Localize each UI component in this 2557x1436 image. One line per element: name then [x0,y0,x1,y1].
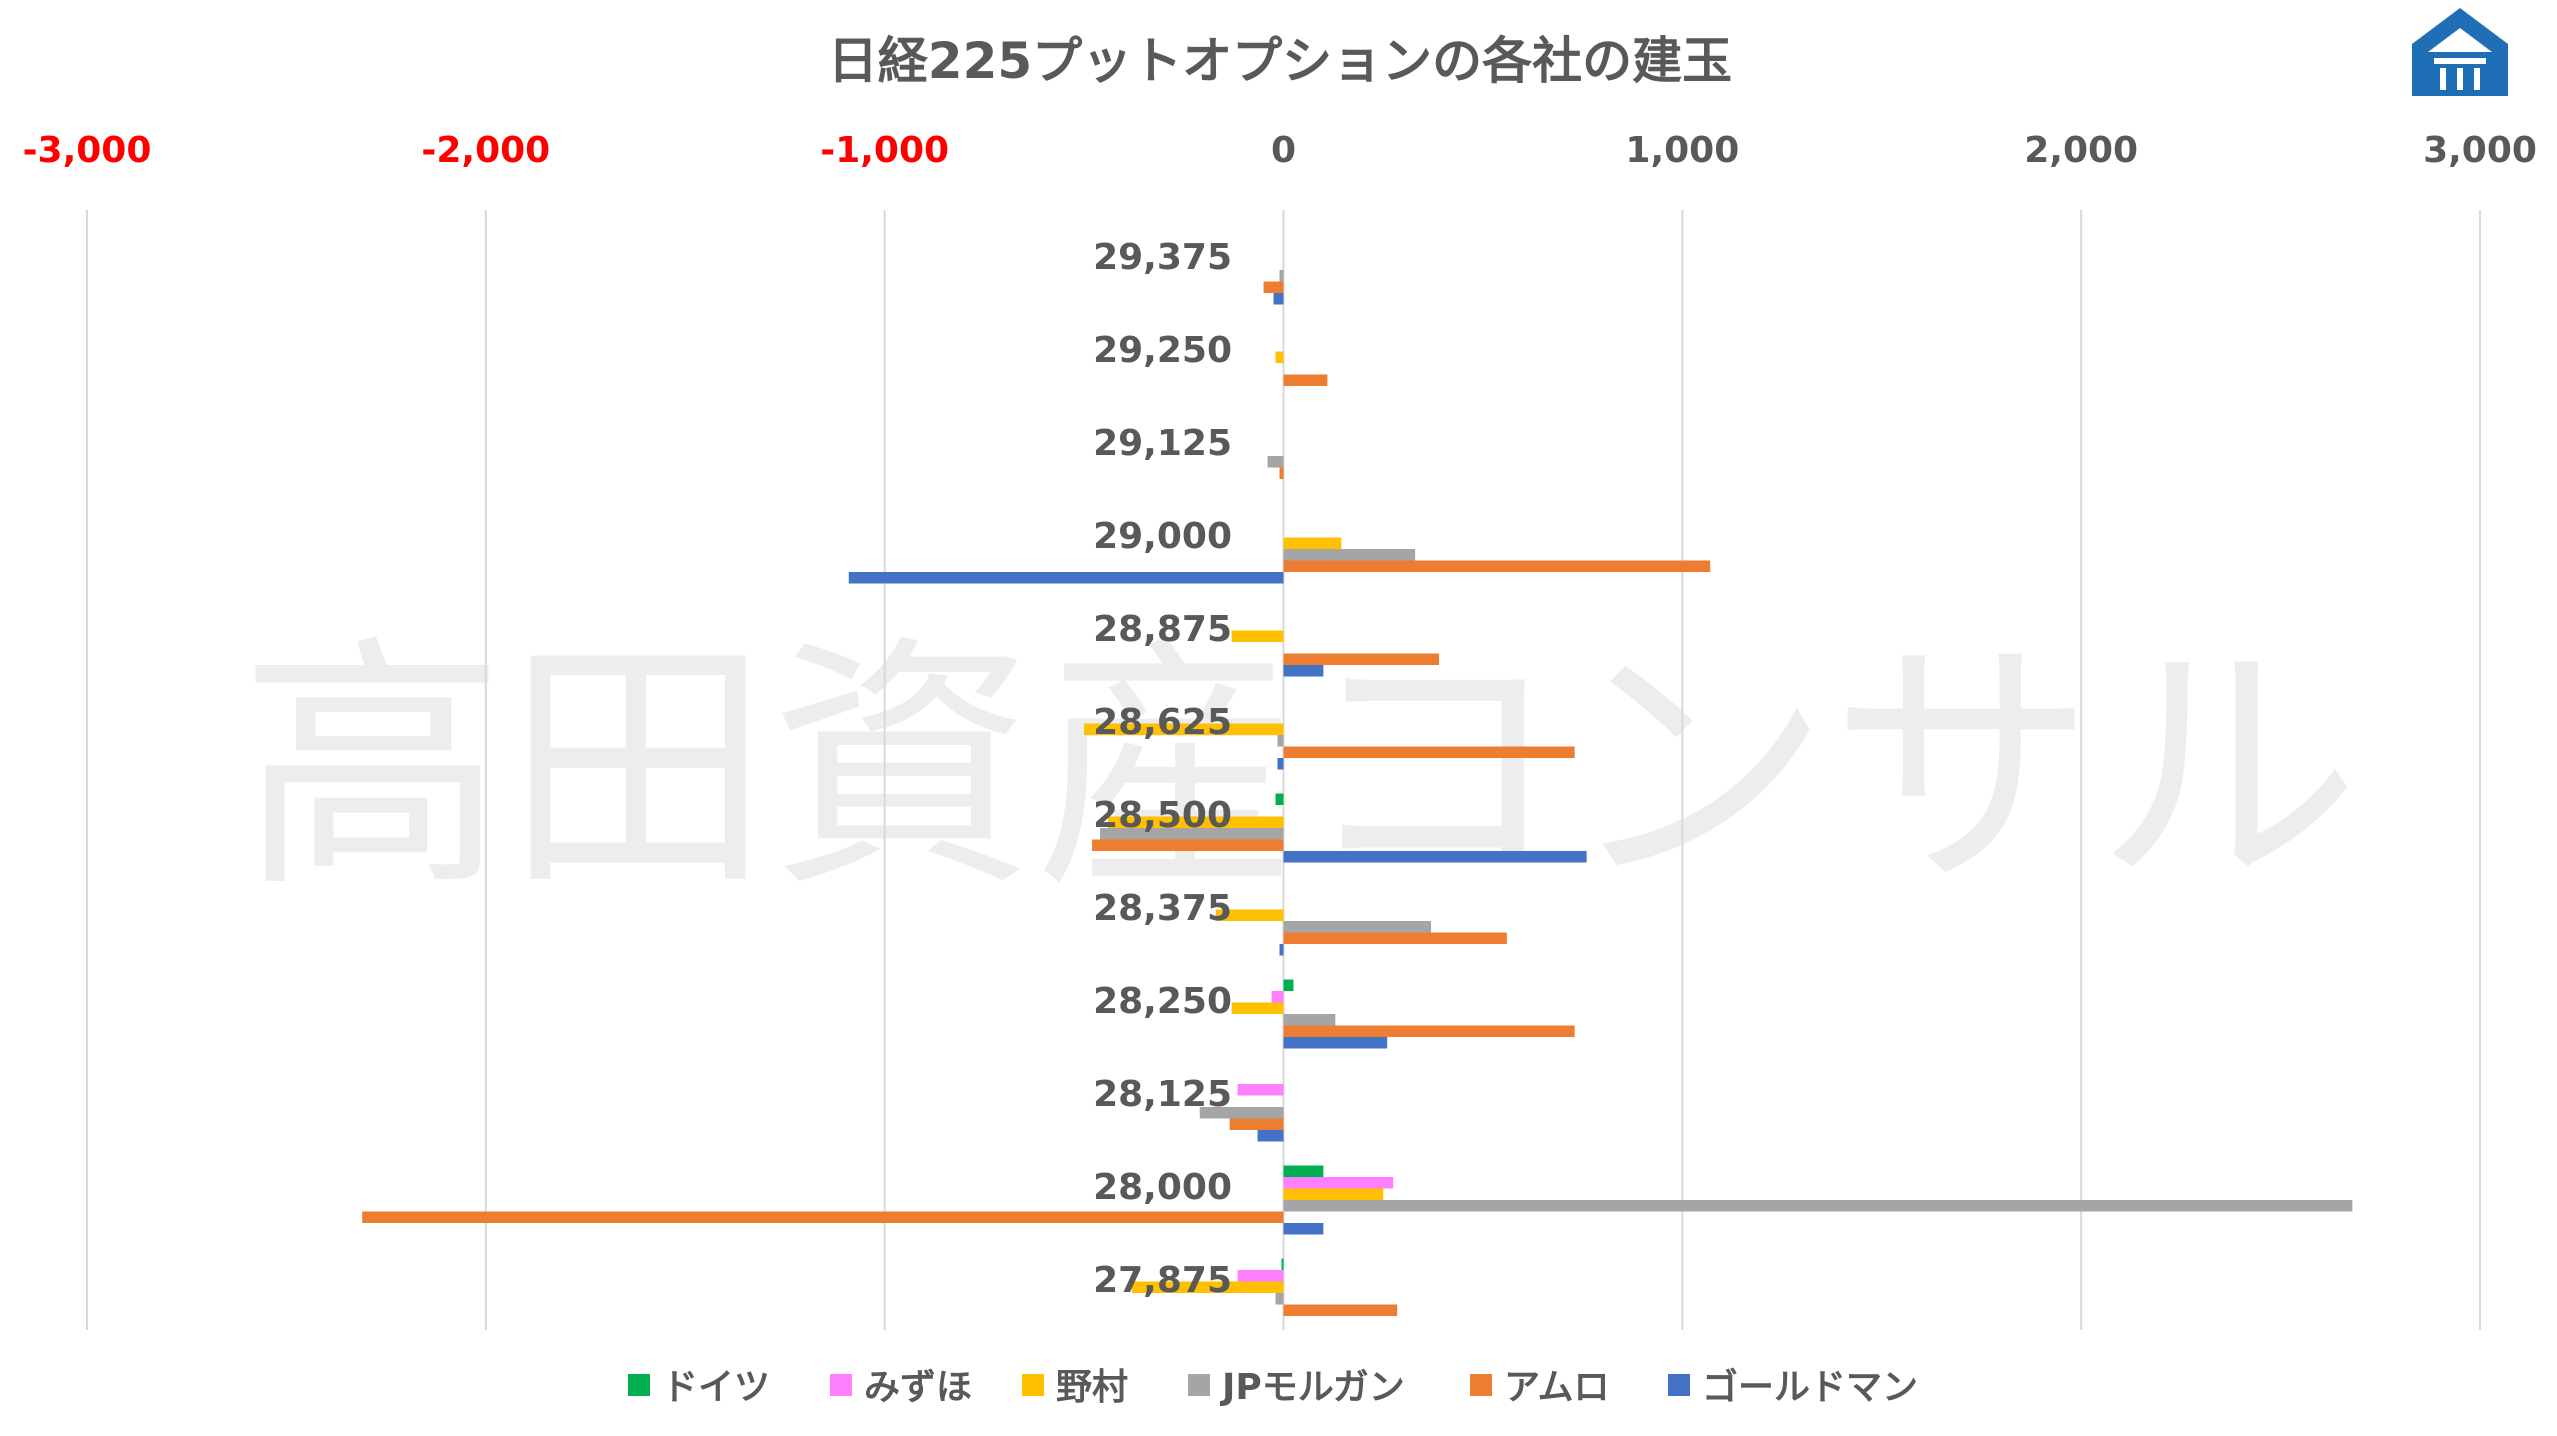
bar-アムロ [1229,1118,1284,1130]
bar-アムロ [1283,1025,1575,1037]
logo [2412,8,2508,96]
x-tick-label: -3,000 [23,130,152,171]
logo-pillar [2440,68,2446,90]
y-tick-label: 29,375 [1093,237,1232,278]
bar-JPモルガン [1279,270,1284,282]
bar-ゴールドマン [1283,851,1587,863]
bar-野村 [1108,816,1284,828]
x-tick-label: -2,000 [421,130,550,171]
logo-roof [2428,28,2492,52]
bar-ゴールドマン [1283,665,1324,677]
legend-label: JPモルガン [1219,1367,1405,1408]
bar-ゴールドマン [1277,758,1284,770]
bar-みずほ [1237,1084,1284,1096]
bar-みずほ [1283,1177,1394,1189]
bar-JPモルガン [1283,1014,1336,1026]
bar-JPモルガン [1277,735,1284,747]
bars [362,270,2353,1316]
bar-アムロ [1283,746,1575,758]
bar-JPモルガン [1275,1293,1284,1305]
x-axis-ticks: -3,000 -2,000 -1,000 0 1,000 2,000 3,000 [23,130,2537,171]
legend-label: ドイツ [662,1367,770,1408]
y-tick-label: 28,500 [1093,795,1232,836]
bar-ゴールドマン [1279,944,1284,956]
bar-JPモルガン [1267,456,1284,468]
bar-野村 [1283,1188,1384,1200]
legend-label: アムロ [1504,1367,1609,1408]
bar-野村 [1283,537,1342,549]
y-axis-labels: 29,375 29,250 29,125 29,000 28,875 28,625 28,5… [1093,237,1232,1301]
gridlines [86,210,2481,1330]
bar-JPモルガン [1199,1107,1284,1119]
legend-swatch [1668,1374,1690,1396]
bar-アムロ [1283,374,1328,386]
bar-ドイツ [1283,1165,1324,1177]
logo-pillar [2474,68,2480,90]
bar-野村 [1131,1281,1284,1293]
y-tick-label: 27,875 [1093,1260,1232,1301]
bar-みずほ [1237,1270,1284,1282]
chart-title: 日経225プットオプションの各社の建玉 [828,32,1732,90]
legend-swatch [1188,1374,1210,1396]
bar-アムロ [1283,1304,1398,1316]
y-tick-label: 29,125 [1093,423,1232,464]
legend-swatch [1022,1374,1044,1396]
legend-swatch [1470,1374,1492,1396]
y-tick-label: 29,250 [1093,330,1232,371]
bar-野村 [1275,351,1284,363]
legend-label: ゴールドマン [1702,1366,1918,1408]
logo-bar [2434,58,2486,64]
y-tick-label: 28,375 [1093,888,1232,929]
bar-JPモルガン [1283,549,1416,561]
x-tick-label: 0 [1271,130,1296,171]
y-tick-label: 28,875 [1093,609,1232,650]
y-tick-label: 29,000 [1093,516,1232,557]
bar-ゴールドマン [1283,1037,1388,1049]
y-tick-label: 28,250 [1093,981,1232,1022]
x-tick-label: 1,000 [1625,130,1739,171]
logo-pillar [2457,68,2463,90]
bar-ゴールドマン [1273,293,1284,305]
x-tick-label: 2,000 [2024,130,2138,171]
bar-アムロ [362,1211,1284,1223]
bar-JPモルガン [1283,1200,2353,1212]
x-tick-label: 3,000 [2423,130,2537,171]
bar-JPモルガン [1283,921,1432,933]
bar-ゴールドマン [1257,1130,1284,1142]
bar-アムロ [1283,932,1507,944]
bar-ゴールドマン [1283,1223,1324,1235]
bar-アムロ [1263,281,1284,293]
legend-label: 野村 [1056,1367,1128,1408]
bar-アムロ [1092,839,1284,851]
bar-アムロ [1279,467,1284,479]
x-tick-label: -1,000 [820,130,949,171]
bar-ドイツ [1283,979,1294,991]
y-tick-label: 28,625 [1093,702,1232,743]
legend-swatch [830,1374,852,1396]
bar-JPモルガン [1100,828,1284,840]
legend-swatch [628,1374,650,1396]
y-tick-label: 28,125 [1093,1074,1232,1115]
bar-ゴールドマン [848,572,1284,584]
legend: ドイツ みずほ 野村 JPモルガン アムロ ゴールドマン [628,1366,1918,1408]
y-tick-label: 28,000 [1093,1167,1232,1208]
bar-野村 [1231,630,1284,642]
legend-label: みずほ [864,1367,972,1408]
bar-ドイツ [1275,793,1284,805]
bar-ドイツ [1281,1258,1284,1270]
bar-アムロ [1283,653,1440,665]
bar-野村 [1215,909,1284,921]
bar-みずほ [1271,991,1284,1003]
bar-アムロ [1283,560,1711,572]
bar-野村 [1084,723,1284,735]
bar-野村 [1231,1002,1284,1014]
